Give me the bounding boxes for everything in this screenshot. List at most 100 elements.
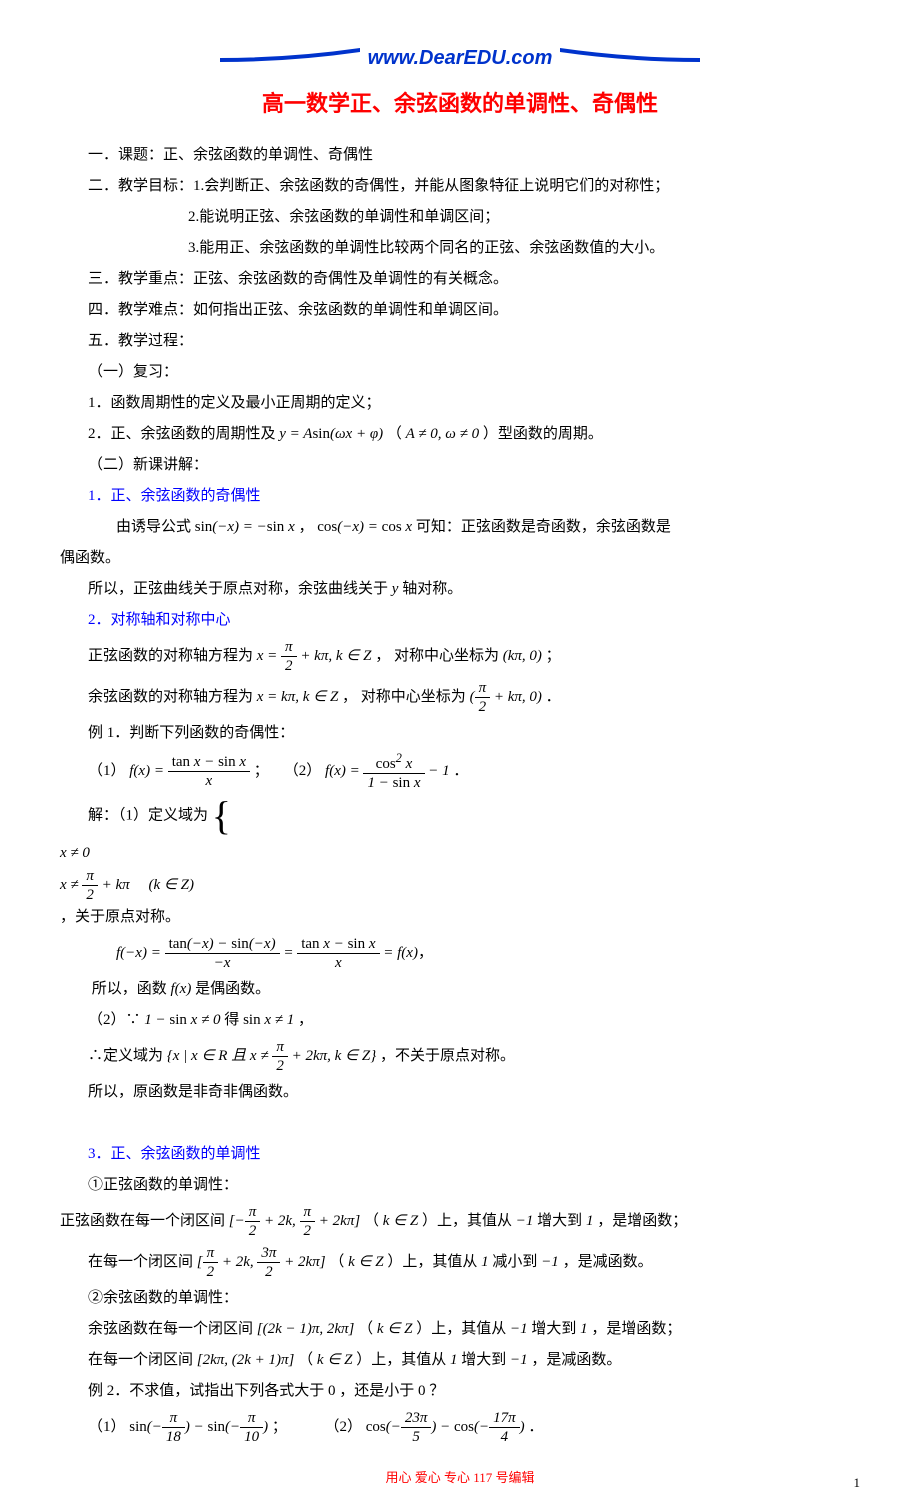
section-1-heading: 1．正、余弦函数的奇偶性 xyxy=(88,483,860,510)
ex1-calc: f(−x) = tan(−x) − sin(−x)−x = tan x − si… xyxy=(116,935,860,972)
ex1-q2-label: （2） xyxy=(284,763,322,779)
ex1-part2: （2）∵ 1 − sin x ≠ 0 得 sin x ≠ 1 ， xyxy=(88,1007,860,1034)
sec1-b: ， xyxy=(298,519,313,535)
page-title: 高一数学正、余弦函数的单调性、奇偶性 xyxy=(60,84,860,124)
ex1-concl1a: 所以，函数 xyxy=(92,981,171,997)
example-2-title: 例 2．不求值，试指出下列各式大于 0 ，还是小于 0 ？ xyxy=(88,1378,860,1405)
review-item-1: 1．函数周期性的定义及最小正周期的定义； xyxy=(88,390,860,417)
logo-line: www.DearEDU.com xyxy=(210,40,710,76)
review-2-a: 2．正、余弦函数的周期性及 xyxy=(88,426,279,442)
math-1d: 1 xyxy=(450,1352,458,1368)
math-neg1b: −1 xyxy=(541,1254,559,1270)
sec1-f: 轴对称。 xyxy=(402,581,462,597)
math-kZ3: k ∈ Z xyxy=(377,1321,413,1337)
s3-2a: 在每一个闭区间 xyxy=(88,1254,193,1270)
example-1-title: 例 1．判断下列函数的奇偶性： xyxy=(88,720,860,747)
math-sin-center: (kπ, 0) xyxy=(503,648,542,664)
s3-1b: （ xyxy=(364,1213,379,1229)
logo-text: www.DearEDU.com xyxy=(364,40,557,76)
math-neg1d: −1 xyxy=(510,1352,528,1368)
ex1-solution: 解：（1）定义域为 { xyxy=(88,796,860,836)
math-kZ1: k ∈ Z xyxy=(383,1213,419,1229)
section-3-heading: 3．正、余弦函数的单调性 xyxy=(88,1141,860,1168)
math-sin-dec-int: [π2 + 2k, 3π2 + 2kπ] xyxy=(197,1254,326,1270)
ex1-conclusion-2: 所以，原函数是非奇非偶函数。 xyxy=(88,1079,860,1106)
math-cos-axis: x = kπ, k ∈ Z xyxy=(257,689,339,705)
math-sin-inc-int: [−π2 + 2k, π2 + 2kπ] xyxy=(229,1213,360,1229)
ex1-q1-semi: ； xyxy=(254,763,269,779)
ex1-q1-label: （1） xyxy=(88,763,126,779)
s3-2e: ，是减函数。 xyxy=(563,1254,653,1270)
math-neg1a: −1 xyxy=(516,1213,534,1229)
s3-2c: ）上，其值从 xyxy=(387,1254,477,1270)
outline-process: 五．教学过程： xyxy=(88,328,860,355)
outline-newlesson: （二）新课讲解： xyxy=(88,452,860,479)
math-kZ2: k ∈ Z xyxy=(348,1254,384,1270)
ex1-conclusion-1: 所以，函数 f(x) 是偶函数。 xyxy=(88,976,860,1003)
sec1-c: 可知：正弦函数是奇函数，余弦函数是 xyxy=(416,519,671,535)
footer-text: 用心 爱心 专心 117 号编辑 xyxy=(385,1470,534,1485)
math-ex1-q1: f(x) = tan x − sin xx xyxy=(129,763,250,779)
math-sin-neg: sin(−x) = −sin x xyxy=(195,519,295,535)
math-1c: 1 xyxy=(580,1321,588,1337)
sec3-line2: 在每一个闭区间 [π2 + 2k, 3π2 + 2kπ] （ k ∈ Z ）上，… xyxy=(88,1244,860,1281)
page-number: 1 xyxy=(854,1471,861,1494)
ex1-sol-label: 解：（1）定义域为 xyxy=(88,807,208,823)
s3-4e: ，是减函数。 xyxy=(531,1352,621,1368)
header-logo: www.DearEDU.com xyxy=(60,40,860,76)
brace-line-1: x ≠ 0 xyxy=(60,840,860,867)
outline-difficulty: 四．教学难点：如何指出正弦、余弦函数的单调性和单调区间。 xyxy=(88,297,860,324)
outline-focus: 三．教学重点：正弦、余弦函数的奇偶性及单调性的有关概念。 xyxy=(88,266,860,293)
example-1-questions: （1） f(x) = tan x − sin xx ； （2） f(x) = c… xyxy=(88,751,860,792)
math-ex2-q1: sin(−π18) − sin(−π10) xyxy=(129,1419,268,1435)
math-y: y xyxy=(392,581,399,597)
section-2-heading: 2．对称轴和对称中心 xyxy=(88,607,860,634)
math-neg1c: −1 xyxy=(510,1321,528,1337)
s3-1e: ，是增函数； xyxy=(597,1213,687,1229)
s3-4b: （ xyxy=(298,1352,313,1368)
s3-1a: 正弦函数在每一个闭区间 xyxy=(60,1213,225,1229)
sec2-line2: 余弦函数的对称轴方程为 x = kπ, k ∈ Z ， 对称中心坐标为 (π2 … xyxy=(88,679,860,716)
s3-4d: 增大到 xyxy=(461,1352,506,1368)
ex1-dom-a: ∴定义域为 xyxy=(88,1048,167,1064)
s3-1d: 增大到 xyxy=(537,1213,582,1229)
math-cos-neg: cos(−x) = cos x xyxy=(317,519,412,535)
math-ex1-calc: f(−x) = tan(−x) − sin(−x)−x = tan x − si… xyxy=(116,945,418,961)
s3-4c: ）上，其值从 xyxy=(356,1352,446,1368)
math-sin-axis: x = π2 + kπ, k ∈ Z xyxy=(257,648,372,664)
ex1-p2a: （2）∵ xyxy=(88,1012,141,1028)
math-cos-center: (π2 + kπ, 0) xyxy=(470,689,542,705)
ex1-concl1b: 是偶函数。 xyxy=(195,981,270,997)
review-2-b: （ xyxy=(387,426,402,442)
outline-goal-3: 3.能用正、余弦函数的单调性比较两个同名的正弦、余弦函数值的大小。 xyxy=(188,235,860,262)
sec2-2b: ， 对称中心坐标为 xyxy=(342,689,466,705)
ex2-q2-label: （2） xyxy=(324,1419,362,1435)
s3-3e: ，是增函数； xyxy=(591,1321,681,1337)
sec2-1a: 正弦函数的对称轴方程为 xyxy=(88,648,257,664)
math-cos-dec-int: [2kπ, (2k + 1)π] xyxy=(197,1352,295,1368)
ex2-q1-label: （1） xyxy=(88,1419,126,1435)
math-1minsin: 1 − sin x ≠ 0 xyxy=(144,1012,220,1028)
sec1-e: 所以，正弦曲线关于原点对称，余弦曲线关于 xyxy=(88,581,392,597)
review-item-2: 2．正、余弦函数的周期性及 y = Asin(ωx + φ) （ A ≠ 0, … xyxy=(88,421,860,448)
sec1-symmetry: 所以，正弦曲线关于原点对称，余弦曲线关于 y 轴对称。 xyxy=(88,576,860,603)
sec2-2a: 余弦函数的对称轴方程为 xyxy=(88,689,257,705)
brace-line-2: x ≠ π2 + kπ (k ∈ Z) xyxy=(60,867,860,904)
sec2-1b: ， 对称中心坐标为 xyxy=(375,648,499,664)
math-kZ4: k ∈ Z xyxy=(317,1352,353,1368)
ex2-q2-end: ． xyxy=(528,1419,543,1435)
ex2-q1-semi: ； xyxy=(272,1419,287,1435)
s3-4a: 在每一个闭区间 xyxy=(88,1352,193,1368)
sec3-line4: 在每一个闭区间 [2kπ, (2k + 1)π] （ k ∈ Z ）上，其值从 … xyxy=(88,1347,860,1374)
sec2-1c: ； xyxy=(546,648,561,664)
math-ex1-q2: f(x) = cos2 x1 − sin x − 1 xyxy=(325,763,450,779)
sec2-2c: ． xyxy=(546,689,561,705)
sec1-a: 由诱导公式 xyxy=(116,519,191,535)
sec3-line3: 余弦函数在每一个闭区间 [(2k − 1)π, 2kπ] （ k ∈ Z ）上，… xyxy=(88,1316,860,1343)
logo-swoosh-left-icon xyxy=(220,44,360,72)
math-cos-inc-int: [(2k − 1)π, 2kπ] xyxy=(257,1321,355,1337)
s3-2b: （ xyxy=(329,1254,344,1270)
sec3-sub2: ②余弦函数的单调性： xyxy=(88,1285,860,1312)
sec2-line1: 正弦函数的对称轴方程为 x = π2 + kπ, k ∈ Z ， 对称中心坐标为… xyxy=(88,638,860,675)
s3-3c: ）上，其值从 xyxy=(416,1321,506,1337)
